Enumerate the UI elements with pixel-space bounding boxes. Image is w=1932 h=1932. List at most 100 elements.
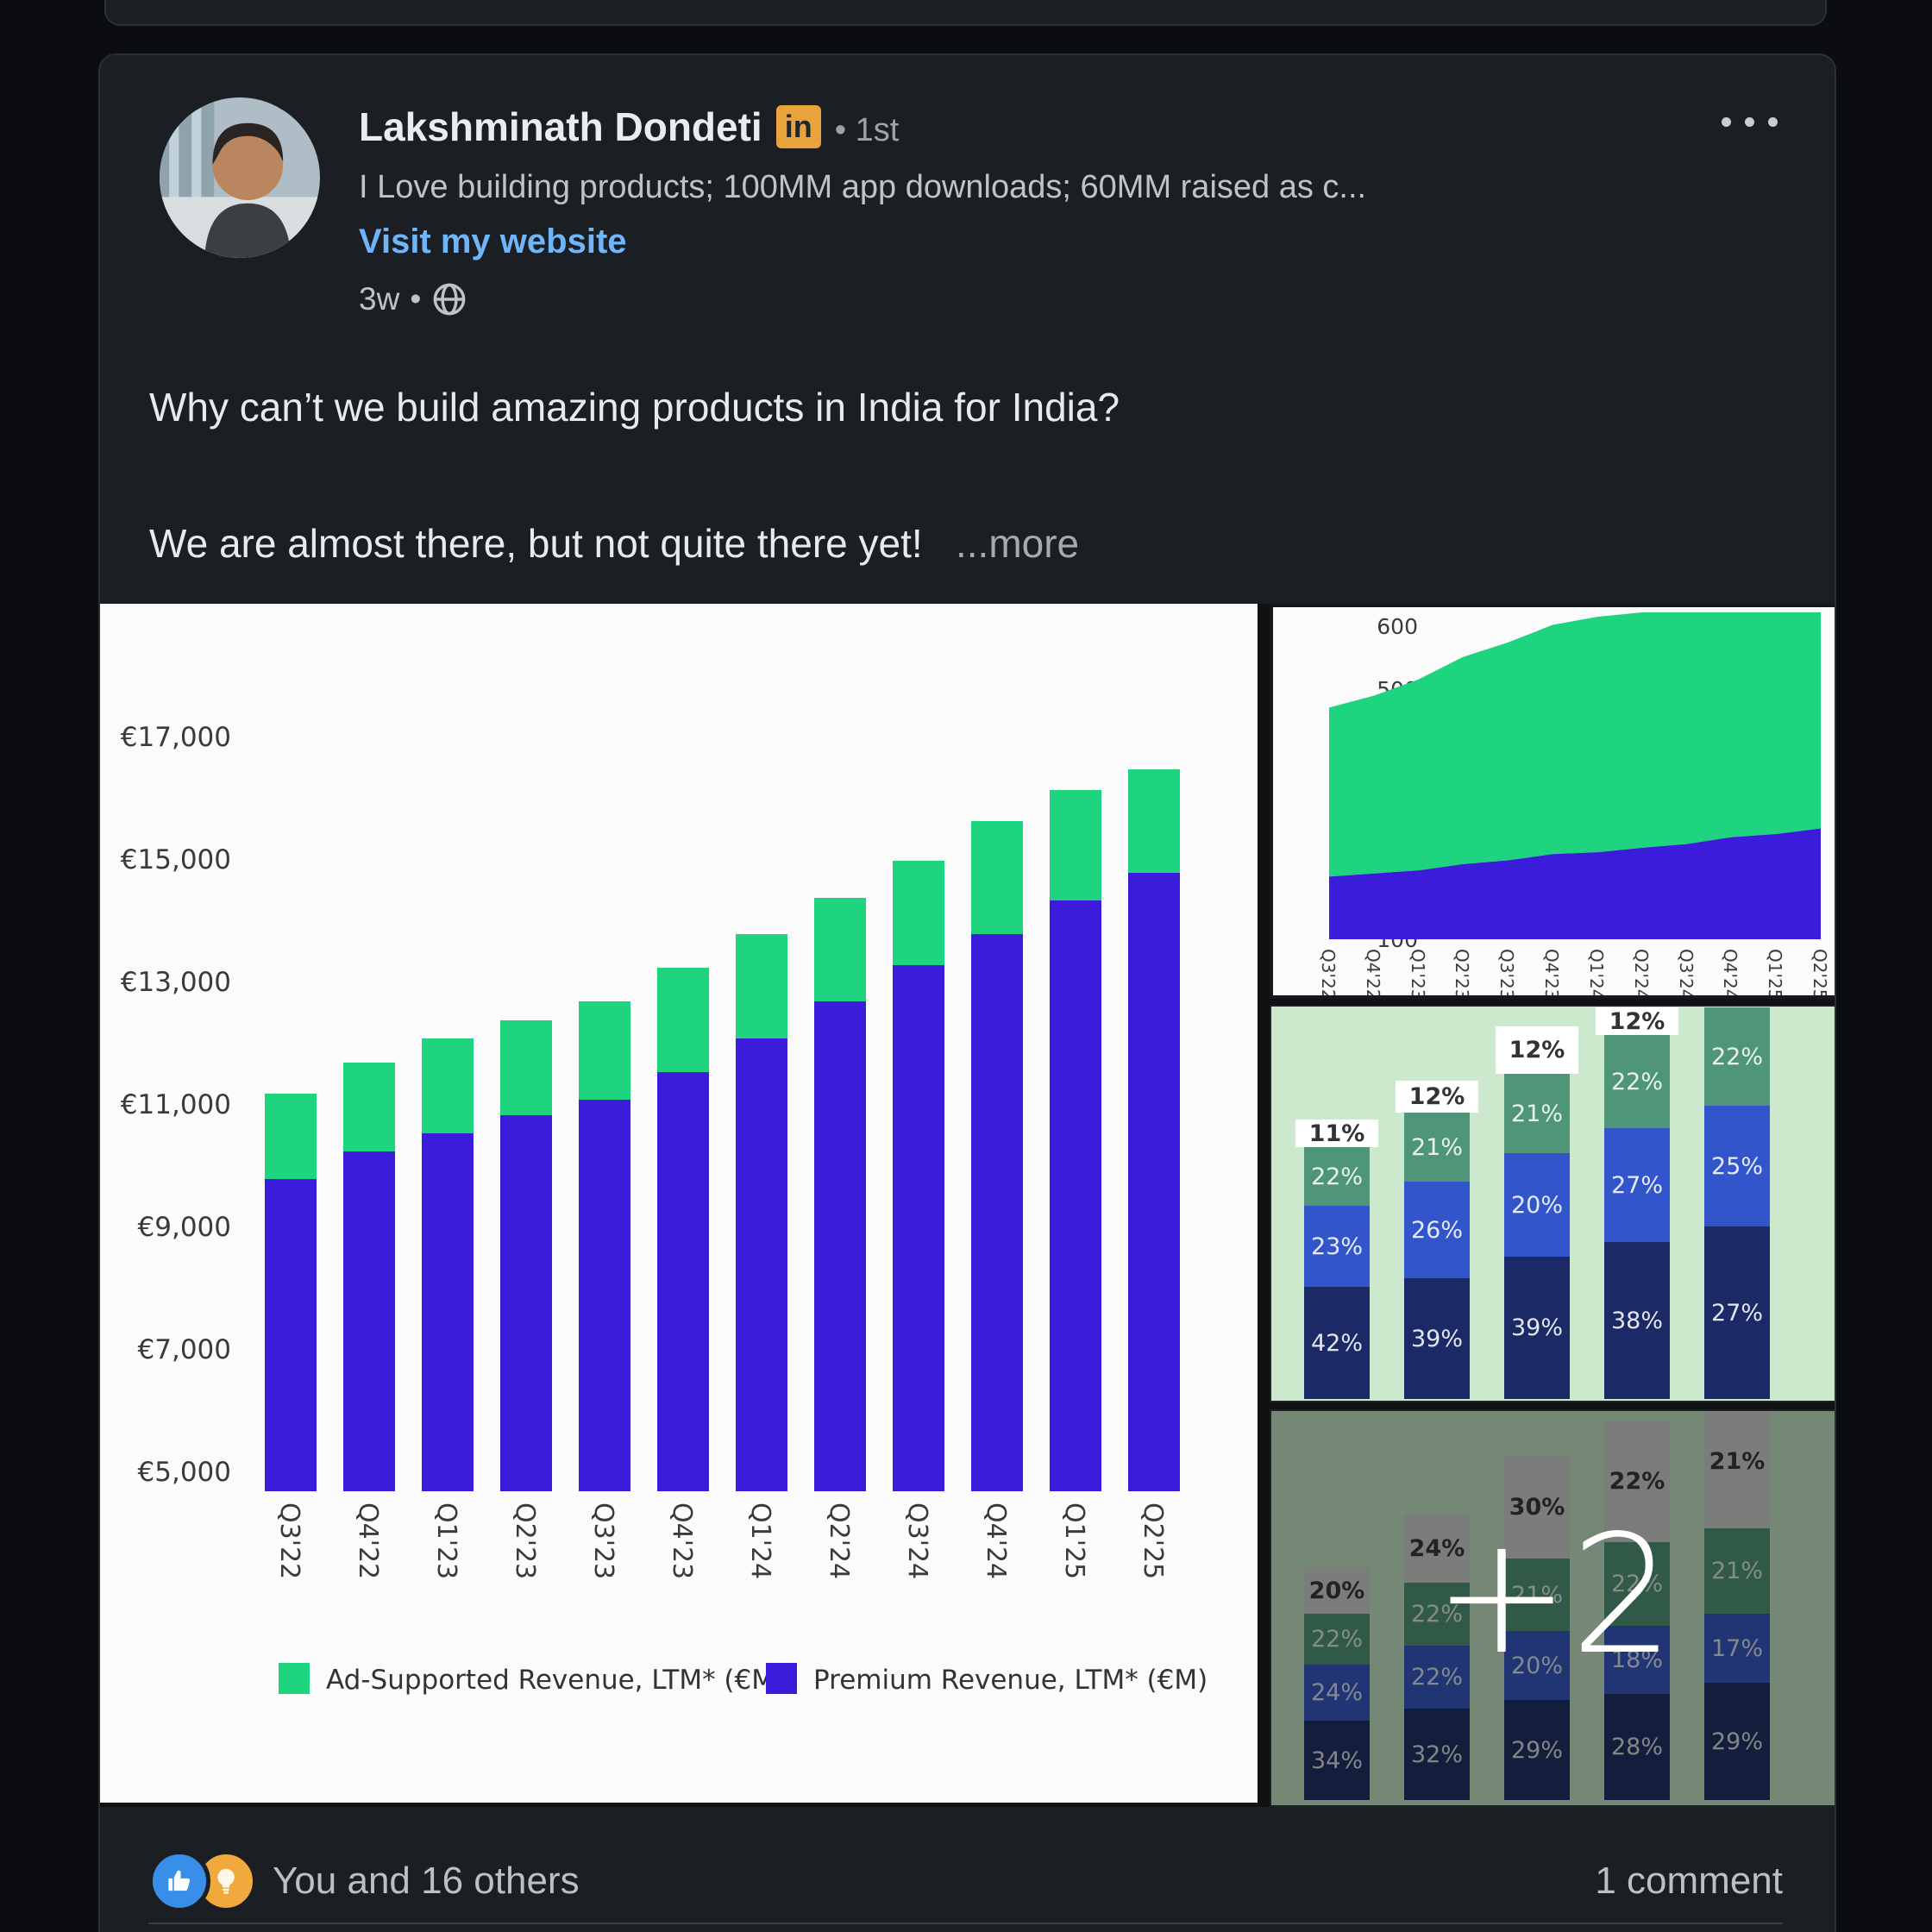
segment-percent-label: 11% xyxy=(1308,1120,1365,1147)
x-axis-tick-label: Q2'23 xyxy=(510,1502,540,1580)
segment-percent-label: 17% xyxy=(1710,1634,1763,1662)
mini-x-tick-label: Q4'23 xyxy=(1541,949,1563,999)
segment-percent-label: 30% xyxy=(1509,1493,1565,1521)
stack-segment-navy: 42% xyxy=(1304,1287,1370,1399)
stack-segment-grey: 21% xyxy=(1704,1411,1770,1528)
segment-percent-label: 22% xyxy=(1310,1163,1363,1190)
stack-segment-teal: 22% xyxy=(1704,1007,1770,1106)
area-chart-plot xyxy=(1329,612,1821,939)
reactions-summary[interactable]: You and 16 others xyxy=(273,1860,580,1902)
x-axis-tick-label: Q3'23 xyxy=(588,1502,618,1580)
x-axis-tick-label: Q4'23 xyxy=(667,1502,697,1580)
stack-segment-white: 11% xyxy=(1295,1120,1378,1147)
stack-segment-blue: 24% xyxy=(1304,1665,1370,1721)
segment-percent-label: 12% xyxy=(1609,1007,1665,1035)
segment-percent-label: 32% xyxy=(1410,1741,1463,1768)
segment-percent-label: 38% xyxy=(1610,1307,1663,1334)
segment-percent-label: 20% xyxy=(1510,1652,1563,1679)
segment-percent-label: 28% xyxy=(1610,1734,1663,1760)
comment-count[interactable]: 1 comment xyxy=(1595,1860,1783,1902)
stack-segment-teal: 21% xyxy=(1504,1074,1570,1153)
post-image-collage[interactable]: Ad-Supported Revenue, LTM* (€M) Premium … xyxy=(100,604,1835,1807)
previous-post-card-bottom xyxy=(104,0,1827,26)
bar-ad-segment xyxy=(971,820,1023,935)
author-headline: I Love building products; 100MM app down… xyxy=(359,169,1367,205)
mini-y-tick-label: 600 xyxy=(1377,614,1418,639)
stack-segment-teal: 22% xyxy=(1304,1614,1370,1665)
dot-icon xyxy=(1722,117,1731,127)
segment-percent-label: 22% xyxy=(1410,1664,1463,1690)
stack-segment-teal: 21% xyxy=(1704,1528,1770,1614)
segment-percent-label: 42% xyxy=(1310,1329,1363,1357)
stack-segment-teal: 22% xyxy=(1404,1583,1470,1646)
bar-premium-segment xyxy=(1050,900,1101,1491)
stack-segment-grey: 22% xyxy=(1604,1421,1670,1542)
segment-percent-label: 21% xyxy=(1410,1133,1463,1161)
stack-segment-navy: 29% xyxy=(1504,1700,1570,1800)
segment-percent-label: 21% xyxy=(1510,1100,1563,1127)
segment-percent-label: 29% xyxy=(1710,1728,1763,1755)
x-axis-tick-label: Q2'24 xyxy=(824,1502,854,1580)
x-axis-tick-label: Q3'22 xyxy=(274,1502,304,1580)
post-text-line-2: We are almost there, but not quite there… xyxy=(149,521,1080,566)
bar-ad-segment xyxy=(265,1093,317,1180)
bar-premium-segment xyxy=(422,1132,474,1491)
bar-premium-segment xyxy=(265,1179,317,1491)
stack-segment-blue: 18% xyxy=(1604,1626,1670,1694)
more-images-count[interactable]: +2 xyxy=(1433,1500,1675,1690)
y-axis-tick-label: €9,000 xyxy=(137,1212,231,1243)
stack-segment-blue: 20% xyxy=(1504,1631,1570,1700)
stack-segment-white: 12% xyxy=(1496,1026,1578,1074)
segment-percent-label: 27% xyxy=(1610,1171,1663,1199)
mini-x-tick-label: Q3'22 xyxy=(1318,949,1339,999)
mini-x-tick-label: Q2'24 xyxy=(1630,949,1652,999)
segment-percent-label: 39% xyxy=(1410,1325,1463,1352)
post-options-button[interactable] xyxy=(1722,117,1778,127)
segment-percent-label: 22% xyxy=(1610,1068,1663,1095)
mini-x-tick-label: Q1'23 xyxy=(1407,949,1428,999)
stack-segment-grey: 20% xyxy=(1304,1567,1370,1614)
stack-segment-teal: 22% xyxy=(1604,1035,1670,1128)
bar-ad-segment xyxy=(814,897,866,1002)
x-axis-tick-label: Q4'22 xyxy=(353,1502,383,1580)
mini-x-tick-label: Q3'24 xyxy=(1675,949,1697,999)
segment-percent-label: 21% xyxy=(1710,1558,1763,1584)
bar-ad-segment xyxy=(893,861,944,965)
y-axis-tick-label: €7,000 xyxy=(137,1334,231,1365)
bar-ad-segment xyxy=(500,1019,552,1115)
stack-segment-blue: 23% xyxy=(1304,1206,1370,1287)
segment-percent-label: 22% xyxy=(1610,1571,1663,1597)
stack-segment-navy: 29% xyxy=(1704,1683,1770,1800)
legend-label-premium: Premium Revenue, LTM* (€M) xyxy=(813,1665,1208,1696)
stack-segment-white: 12% xyxy=(1396,1081,1478,1113)
bar-ad-segment xyxy=(422,1038,474,1133)
social-counts-row: You and 16 others 1 comment xyxy=(148,1850,1783,1912)
stack-segment-navy: 39% xyxy=(1504,1257,1570,1399)
bar-premium-segment xyxy=(893,964,944,1491)
mini-x-tick-label: Q2'25 xyxy=(1810,949,1830,999)
y-axis-tick-label: €13,000 xyxy=(120,967,231,998)
segment-percent-label: 20% xyxy=(1308,1577,1365,1604)
bar-premium-segment xyxy=(500,1114,552,1491)
y-axis-tick-label: €15,000 xyxy=(120,844,231,875)
x-axis-tick-label: Q3'24 xyxy=(902,1502,932,1580)
like-reaction-icon[interactable] xyxy=(148,1850,210,1912)
website-link[interactable]: Visit my website xyxy=(359,223,627,260)
author-name[interactable]: Lakshminath Dondeti xyxy=(359,104,762,149)
x-axis-tick-label: Q2'25 xyxy=(1138,1502,1168,1580)
stack-segment-blue: 20% xyxy=(1504,1153,1570,1257)
percent-stacked-bar-chart: 42% 23% 22% 11% 39% 26% 21% 12% 39% 20% 21% 12% 38% 2… xyxy=(1270,1005,1835,1402)
bar-ad-segment xyxy=(736,934,787,1038)
footer-divider xyxy=(148,1923,1783,1924)
segment-percent-label: 22% xyxy=(1609,1468,1665,1495)
stack-segment-blue: 22% xyxy=(1404,1646,1470,1709)
y-axis-tick-label: €17,000 xyxy=(120,722,231,753)
see-more-link[interactable]: ...more xyxy=(955,521,1080,566)
x-axis-tick-label: Q4'24 xyxy=(981,1502,1011,1580)
bar-premium-segment xyxy=(657,1071,709,1491)
globe-icon xyxy=(433,283,466,316)
more-images-overlay xyxy=(1271,1411,1835,1805)
avatar[interactable] xyxy=(160,97,320,258)
stack-segment-grey: 24% xyxy=(1404,1515,1470,1583)
